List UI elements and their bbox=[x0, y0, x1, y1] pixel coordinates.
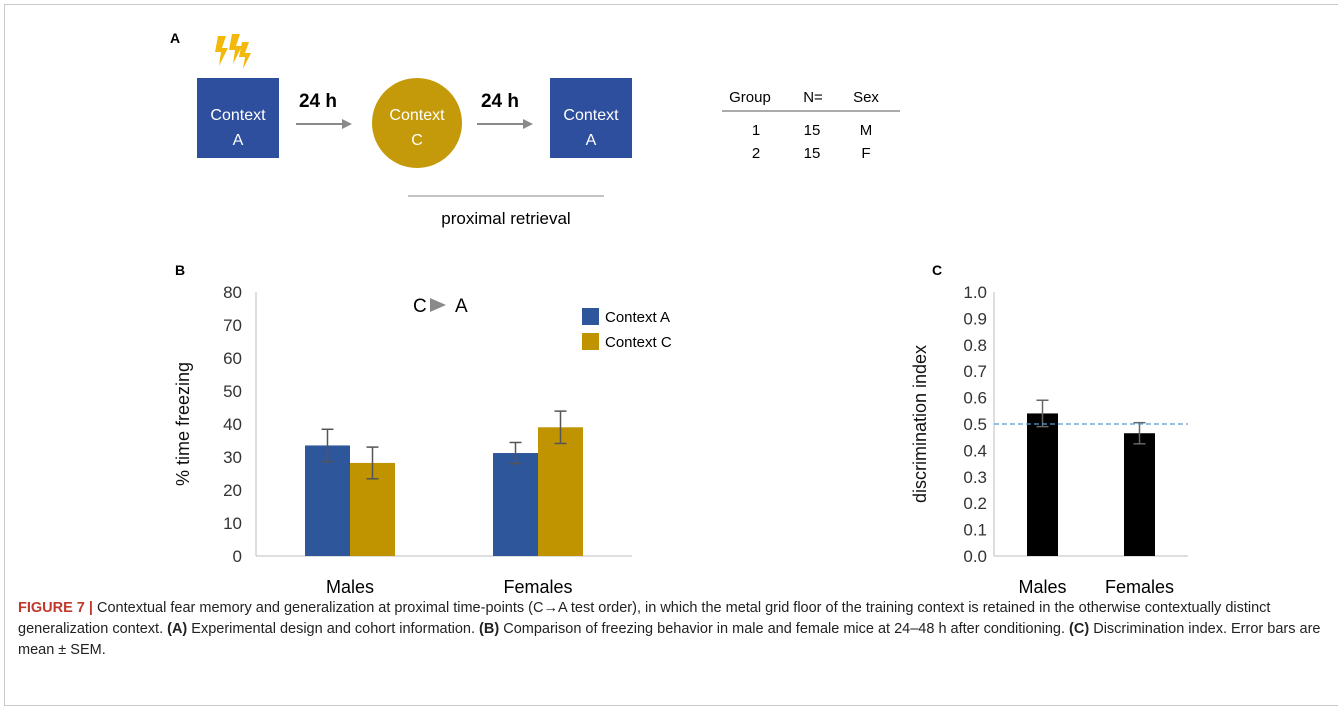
context-a-box-2-line1: Context bbox=[563, 107, 619, 124]
y-tick-label: 20 bbox=[223, 481, 242, 500]
y-tick-label: 50 bbox=[223, 382, 242, 401]
y-tick-label: 40 bbox=[223, 415, 242, 434]
y-tick-label: 70 bbox=[223, 316, 242, 335]
y-tick-label: 0.3 bbox=[963, 468, 987, 487]
table-header-sex: Sex bbox=[853, 89, 879, 106]
bar bbox=[1124, 433, 1155, 556]
y-axis-label: % time freezing bbox=[173, 362, 193, 486]
discrimination-chart: 0.0 0.1 0.2 0.3 0.4 0.5 0.6 0.7 0.8 0.9 1.0 discrim… bbox=[910, 283, 1188, 597]
arrow1-label: 24 h bbox=[299, 91, 337, 112]
caption-bold-c: (C) bbox=[1069, 621, 1090, 637]
table-header-group: Group bbox=[729, 89, 771, 106]
context-c-circle bbox=[372, 78, 462, 168]
y-tick-label: 0.8 bbox=[963, 336, 987, 355]
annotation-to: A bbox=[455, 296, 468, 317]
shock-icon bbox=[215, 34, 251, 69]
bar bbox=[1027, 413, 1058, 556]
caption-text-2: Experimental design and cohort informati… bbox=[187, 621, 480, 637]
table-row1-group: 1 bbox=[752, 122, 760, 139]
x-tick-label: Males bbox=[326, 577, 374, 597]
figure-caption: FIGURE 7 | Contextual fear memory and ge… bbox=[18, 598, 1328, 661]
caption-text-4: Discrimination index. Error bars are mea… bbox=[18, 621, 1321, 658]
y-tick-label: 0.0 bbox=[963, 547, 987, 566]
y-tick-label: 0.4 bbox=[963, 441, 987, 460]
legend-swatch bbox=[582, 333, 599, 350]
table-header-n: N= bbox=[803, 89, 823, 106]
y-tick-label: 30 bbox=[223, 448, 242, 467]
panel-b-letter: B bbox=[175, 262, 185, 278]
context-a-box-2-line2: A bbox=[586, 132, 597, 149]
y-tick-label: 10 bbox=[223, 514, 242, 533]
context-a-box-line2: A bbox=[233, 132, 244, 149]
y-tick-label: 0.1 bbox=[963, 521, 987, 540]
context-c-line2: C bbox=[411, 132, 423, 149]
figure-frame bbox=[4, 4, 1338, 706]
context-a-box-line1: Context bbox=[210, 107, 266, 124]
y-tick-label: 0.6 bbox=[963, 389, 987, 408]
table-row2-sex: F bbox=[861, 145, 870, 162]
freezing-chart: 0 10 20 30 40 50 60 70 80 % time freezing Males Fem… bbox=[173, 283, 672, 597]
context-a-box bbox=[197, 78, 279, 158]
table-row1-sex: M bbox=[860, 122, 873, 139]
arrow2-label: 24 h bbox=[481, 91, 519, 112]
annotation-arrow-icon bbox=[430, 298, 446, 312]
y-tick-label: 0.5 bbox=[963, 415, 987, 434]
legend-label: Context C bbox=[605, 334, 672, 351]
legend-label: Context A bbox=[605, 309, 670, 326]
x-tick-label: Females bbox=[503, 577, 572, 597]
y-tick-label: 0.2 bbox=[963, 494, 987, 513]
table-row1-n: 15 bbox=[804, 122, 821, 139]
x-tick-label: Females bbox=[1105, 577, 1174, 597]
y-tick-label: 0.9 bbox=[963, 309, 987, 328]
annotation-from: C bbox=[413, 296, 427, 317]
bar bbox=[305, 445, 350, 556]
bar bbox=[538, 427, 583, 556]
bar bbox=[493, 453, 538, 556]
caption-bold-b: (B) bbox=[479, 621, 500, 637]
caption-label: FIGURE 7 | bbox=[18, 600, 93, 616]
panel-c-letter: C bbox=[932, 262, 942, 278]
context-a-box-2 bbox=[550, 78, 632, 158]
caption-bold-a: (A) bbox=[167, 621, 188, 637]
retrieval-label: proximal retrieval bbox=[441, 209, 570, 228]
y-tick-label: 60 bbox=[223, 349, 242, 368]
y-tick-label: 1.0 bbox=[963, 283, 987, 302]
figure-canvas: A Context A 24 h Context C 24 h Context … bbox=[170, 30, 1188, 597]
cohort-table: Group N= Sex 1 15 M 2 15 F bbox=[722, 89, 900, 162]
y-tick-label: 0.7 bbox=[963, 362, 987, 381]
x-tick-label: Males bbox=[1018, 577, 1066, 597]
y-tick-label: 80 bbox=[223, 283, 242, 302]
table-row2-n: 15 bbox=[804, 145, 821, 162]
y-axis-label: discrimination index bbox=[910, 345, 930, 503]
legend-swatch bbox=[582, 308, 599, 325]
panel-a-letter: A bbox=[170, 30, 180, 46]
y-tick-label: 0 bbox=[233, 547, 242, 566]
table-row2-group: 2 bbox=[752, 145, 760, 162]
caption-text-1: Contextual fear memory and generalizatio… bbox=[18, 600, 1271, 637]
caption-text-3: Comparison of freezing behavior in male … bbox=[499, 621, 1070, 637]
context-c-line1: Context bbox=[389, 107, 445, 124]
